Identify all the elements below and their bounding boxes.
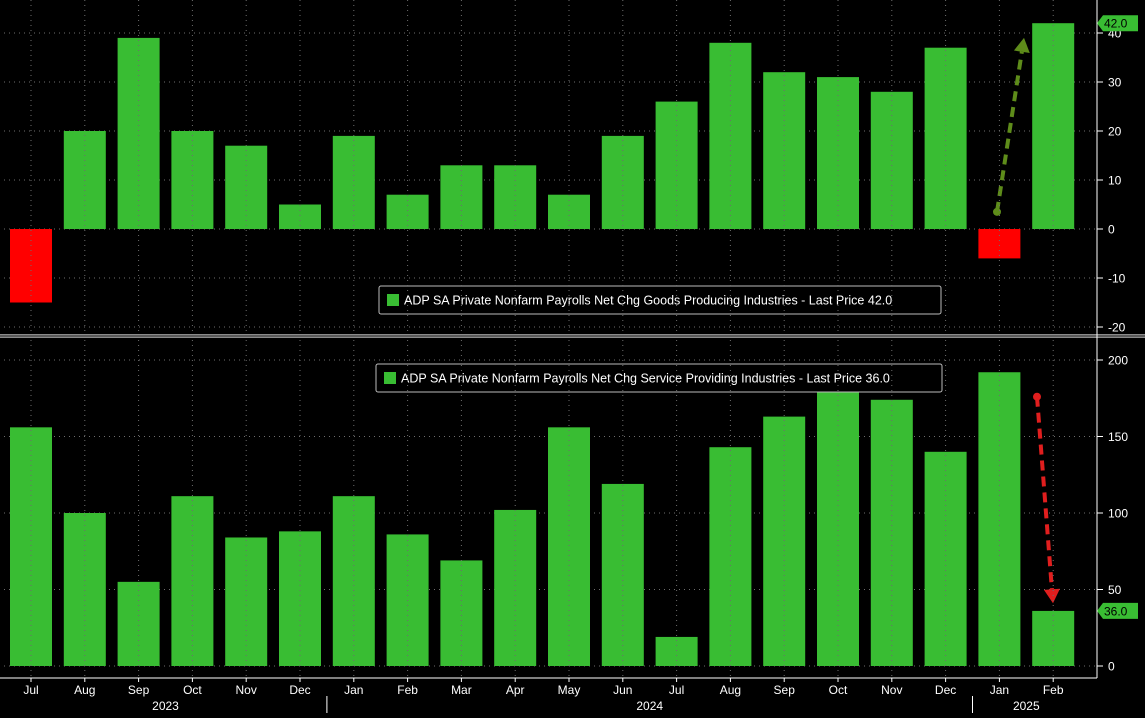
bar [332,496,375,666]
arrow-shaft [995,51,1024,213]
bar [1032,23,1075,230]
bar [548,194,590,229]
y-tick-label: 0 [1108,223,1115,237]
x-tick-label: May [558,683,581,697]
x-tick-label: Sep [128,683,150,697]
x-tick-label: Apr [506,683,525,697]
x-tick-label: Jun [613,683,632,697]
bar [332,135,375,229]
bar [440,560,483,666]
bar [10,427,52,666]
last-price-label: 36.0 [1104,604,1128,618]
bar [225,145,268,229]
x-tick-label: Aug [74,683,95,697]
bar [978,229,1021,259]
legend-box [375,363,943,393]
y-tick-label: 0 [1108,660,1115,674]
bar [817,77,859,229]
x-tick-label: Nov [881,683,902,697]
x-tick-label: Jan [990,683,1009,697]
last-price-badge-bg [1097,15,1138,32]
last-price-badge-bg [1097,602,1138,619]
x-tick-label: Oct [829,683,848,697]
bar [225,537,268,666]
up-trend-arrow [993,37,1030,216]
legend-box [378,285,942,315]
legend-label: ADP SA Private Nonfarm Payrolls Net Chg … [401,372,890,386]
bar [117,581,160,666]
x-tick-label: Mar [451,683,472,697]
bar [494,165,537,229]
bar [494,509,537,666]
arrow-head [1043,588,1060,604]
bottom-panel-service-providing: 0 50 100 150 200 36.0 ADP SA Private Nonfarm P… [4,354,1138,674]
x-tick-label: Feb [397,683,418,697]
y-tick-label: 50 [1108,583,1122,597]
x-tick-label: Jul [669,683,684,697]
bar [279,531,321,666]
bar [870,399,913,666]
x-tick-label: Dec [289,683,310,697]
year-label: 2023 [152,699,179,713]
x-tick-label: Nov [236,683,257,697]
last-price-badge: 36.0 [1097,602,1138,619]
x-tick-label: Jan [344,683,363,697]
legend: ADP SA Private Nonfarm Payrolls Net Chg … [378,285,942,315]
bar [171,496,214,666]
bar [279,204,321,229]
bar [924,451,967,666]
bar [601,135,644,229]
year-label: 2025 [1013,699,1040,713]
last-price-badge: 42.0 [1097,15,1138,32]
y-tick-label: 200 [1108,354,1128,368]
legend: ADP SA Private Nonfarm Payrolls Net Chg … [375,363,943,393]
bar [117,37,160,230]
x-tick-label: Aug [720,683,741,697]
bar [548,427,590,666]
legend-swatch [387,294,399,306]
y-tick-label: 20 [1108,125,1122,139]
legend-swatch [384,372,396,384]
down-trend-arrow [1033,392,1060,604]
y-tick-label: 10 [1108,174,1122,188]
y-tick-label: 100 [1108,507,1128,521]
year-label: 2024 [636,699,663,713]
bar [440,165,483,229]
bar [655,636,698,666]
bar [601,483,644,666]
bar [763,416,806,666]
y-tick-label: -20 [1108,321,1126,335]
x-tick-label: Feb [1043,683,1064,697]
bar [709,447,752,666]
arrow-head [1013,37,1030,53]
bar [1032,610,1075,666]
bar [924,47,967,230]
bar [386,194,429,229]
x-tick-label: Jul [23,683,38,697]
x-tick-label: Oct [183,683,202,697]
bar [817,390,859,666]
x-tick-label: Sep [774,683,796,697]
arrow-shaft [1035,396,1054,590]
y-tick-label: -10 [1108,272,1126,286]
last-price-label: 42.0 [1104,17,1128,31]
bar [978,372,1021,666]
x-tick-label: Dec [935,683,956,697]
y-tick-label: 30 [1108,76,1122,90]
y-tick-label: 150 [1108,430,1128,444]
legend-label: ADP SA Private Nonfarm Payrolls Net Chg … [404,294,892,308]
